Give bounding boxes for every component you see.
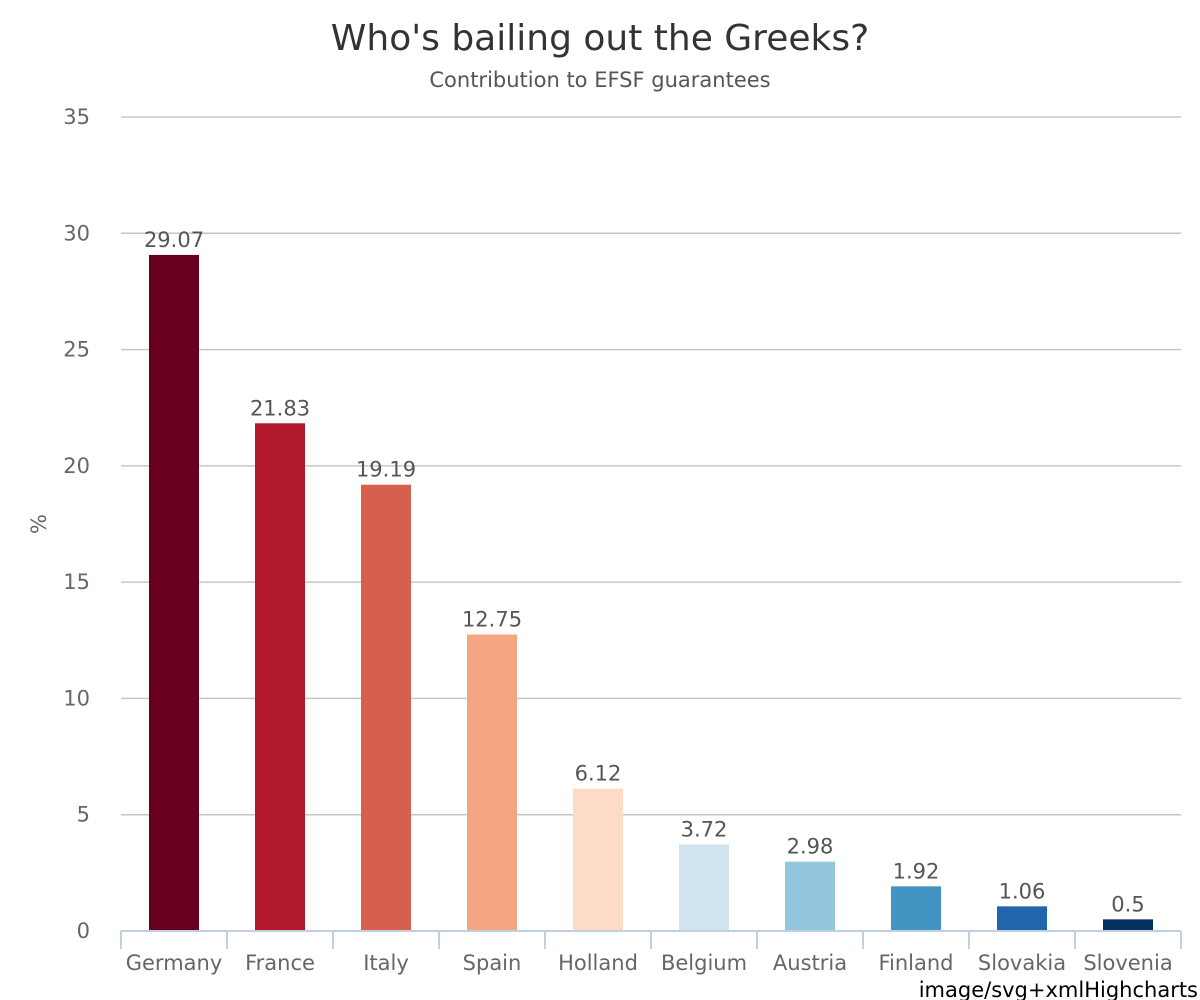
data-label: 1.06 <box>999 879 1046 903</box>
bar-italy[interactable] <box>361 484 411 931</box>
bar-austria[interactable] <box>785 861 835 931</box>
y-tick-label: 0 <box>77 919 90 943</box>
chart-credit: image/svg+xmlHighcharts <box>919 978 1198 1000</box>
data-label: 2.98 <box>787 835 834 859</box>
data-label: 1.92 <box>893 859 940 883</box>
x-tick-label: Austria <box>773 951 847 975</box>
x-tick-label: France <box>245 951 315 975</box>
x-tick-label: Holland <box>558 951 638 975</box>
x-tick-label: Spain <box>463 951 522 975</box>
data-label: 12.75 <box>462 607 522 631</box>
y-tick-label: 30 <box>63 221 90 245</box>
x-tick-label: Slovenia <box>1083 951 1172 975</box>
y-axis-label: % <box>27 514 51 534</box>
data-label: 19.19 <box>356 458 416 482</box>
data-label: 0.5 <box>1111 892 1144 916</box>
chart-title: Who's bailing out the Greeks? <box>331 18 869 59</box>
y-tick-label: 15 <box>63 570 90 594</box>
x-tick-label: Germany <box>126 951 223 975</box>
bar-germany[interactable] <box>149 254 199 931</box>
data-label: 3.72 <box>681 817 728 841</box>
bar-finland[interactable] <box>891 886 941 931</box>
bar-slovenia[interactable] <box>1103 919 1153 931</box>
data-labels: 29.07 21.83 19.19 12.75 6.12 3.72 2.98 1.92 1.06… <box>144 228 1145 916</box>
x-tick-label: Belgium <box>661 951 747 975</box>
y-tick-label: 5 <box>77 803 90 827</box>
bar-belgium[interactable] <box>679 844 729 931</box>
bars <box>149 254 1153 931</box>
x-tick-label: Slovakia <box>978 951 1066 975</box>
x-axis: Germany France Italy Spain Holland Belgium Aus… <box>120 930 1182 975</box>
x-tick-label: Finland <box>878 951 953 975</box>
y-tick-label: 25 <box>63 338 90 362</box>
y-tick-label: 35 <box>63 105 90 129</box>
data-label: 21.83 <box>250 396 310 420</box>
data-label: 6.12 <box>575 762 622 786</box>
bar-holland[interactable] <box>573 788 623 931</box>
y-tick-label: 20 <box>63 454 90 478</box>
bar-slovakia[interactable] <box>997 906 1047 931</box>
bar-france[interactable] <box>255 423 305 931</box>
x-tick-label: Italy <box>363 951 409 975</box>
chart-subtitle: Contribution to EFSF guarantees <box>429 68 770 92</box>
y-tick-label: 10 <box>63 686 90 710</box>
bar-spain[interactable] <box>467 634 517 931</box>
data-label: 29.07 <box>144 228 204 252</box>
